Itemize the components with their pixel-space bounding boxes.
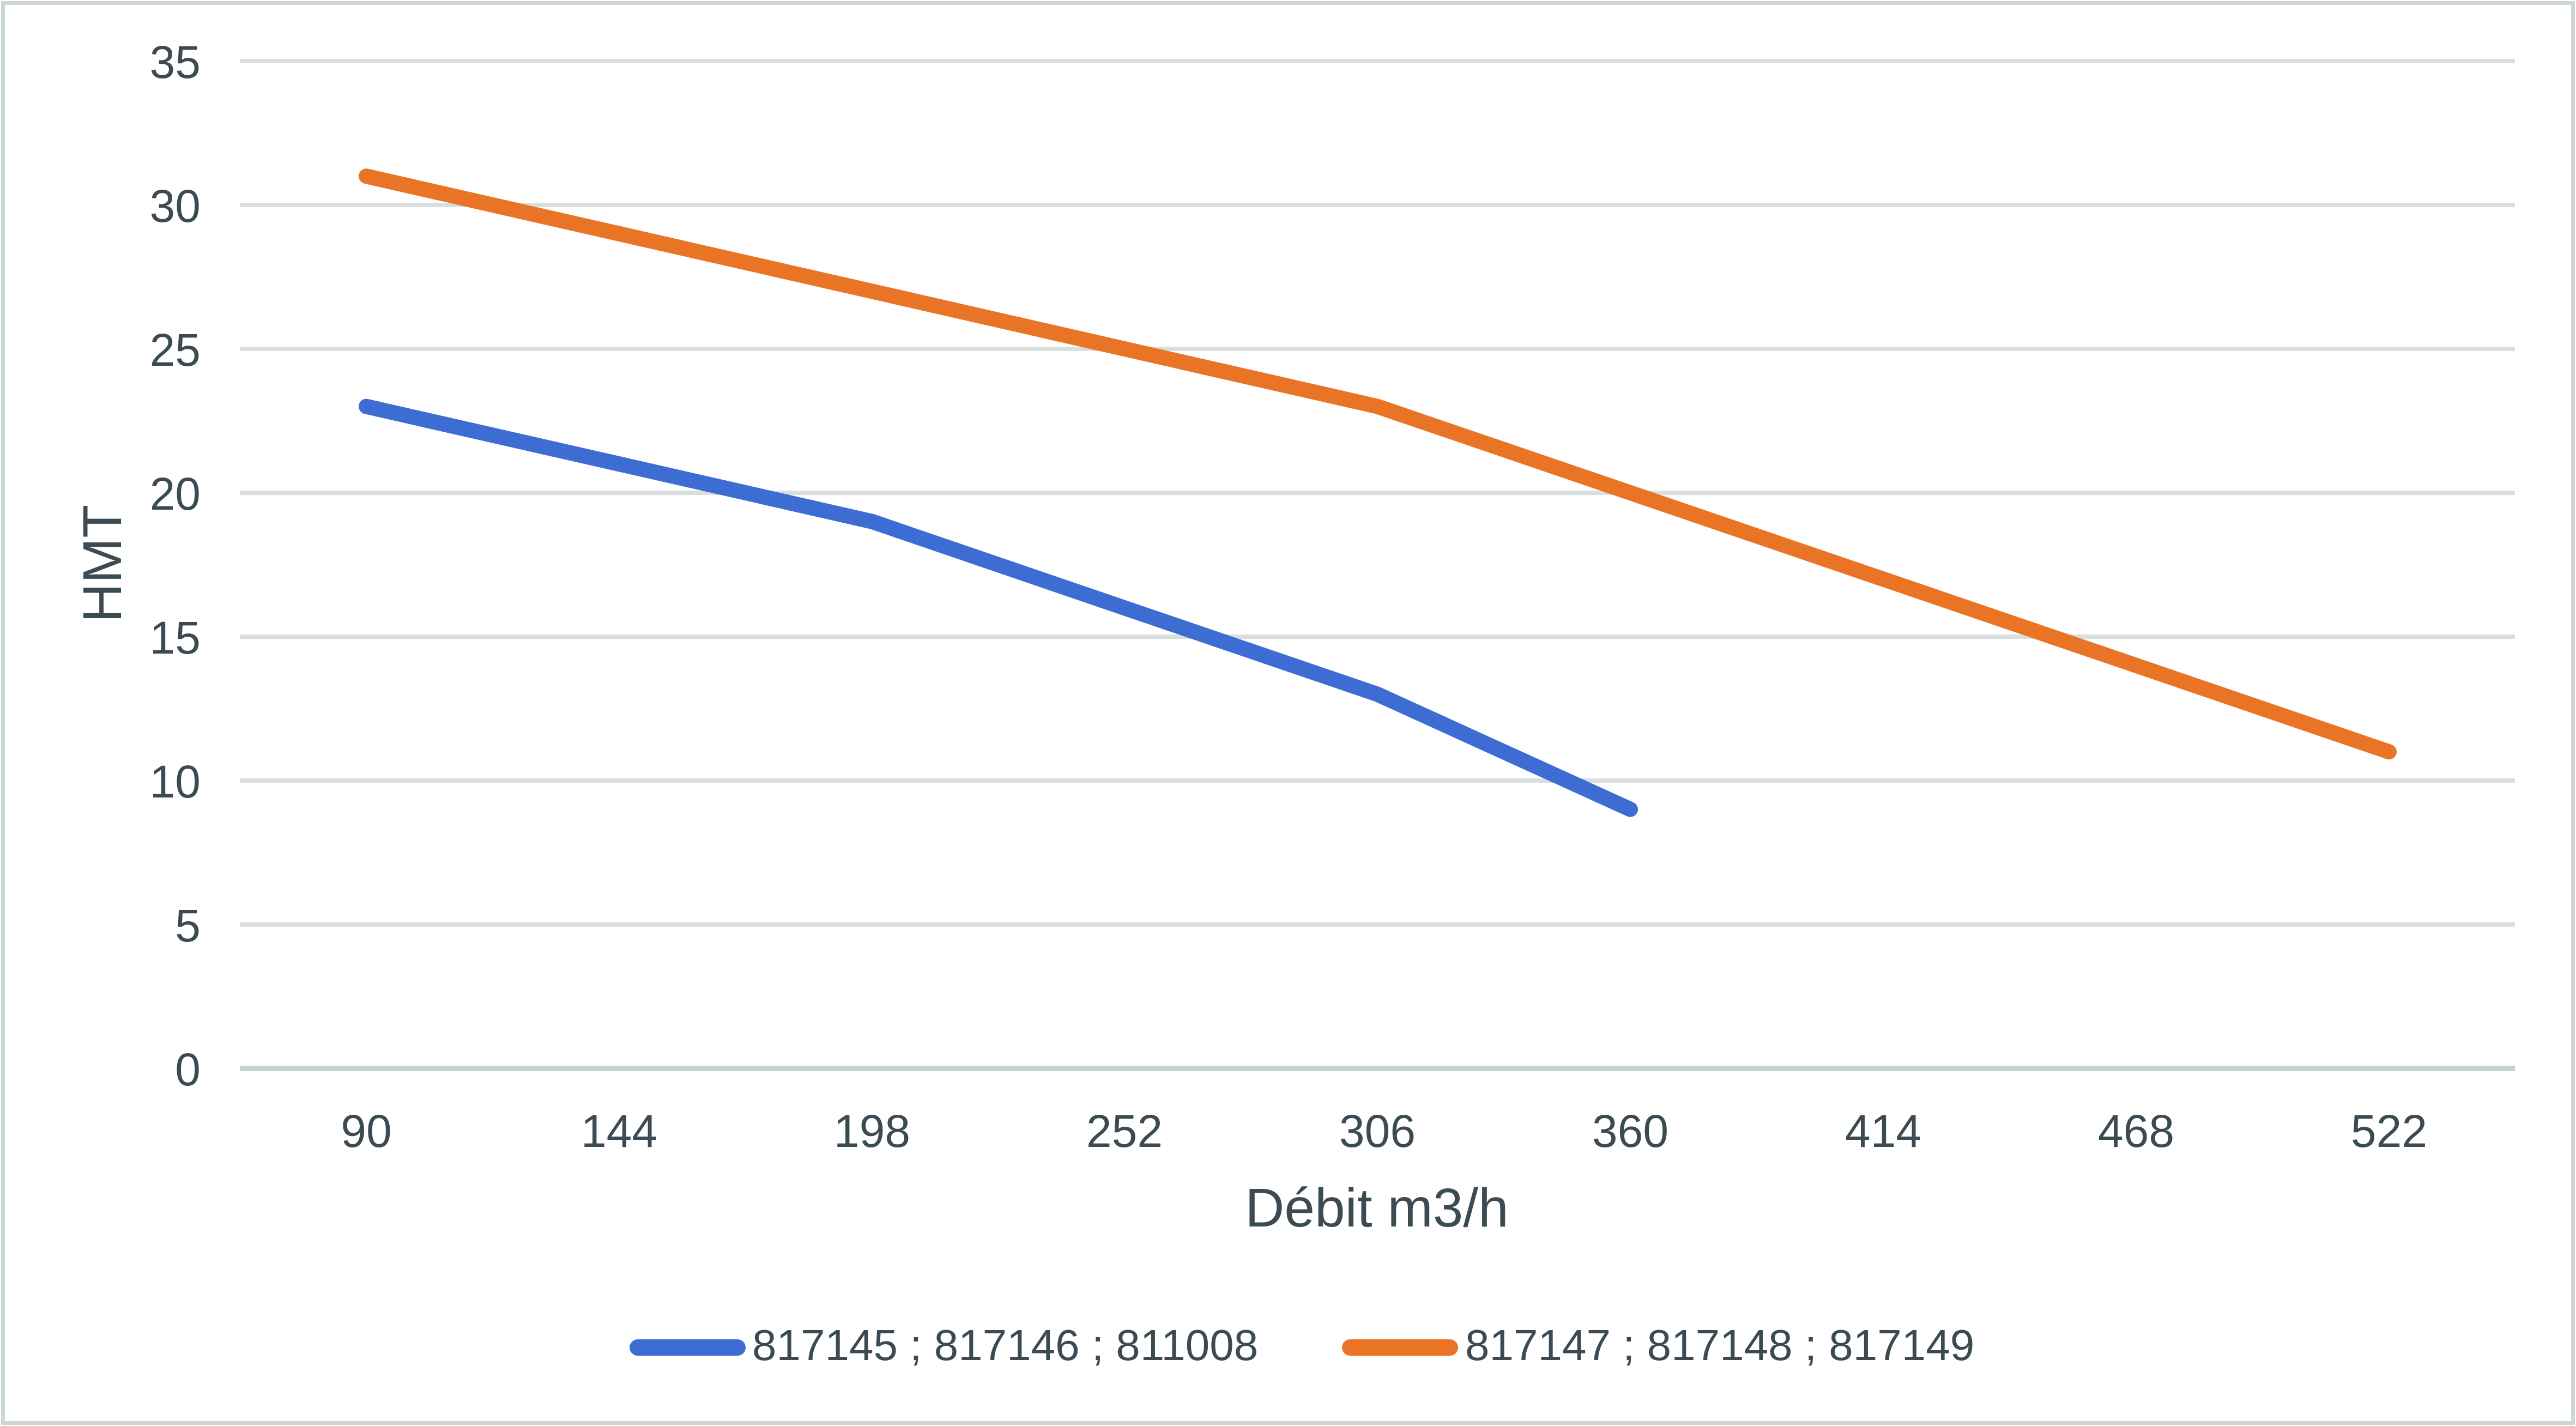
svg-text:468: 468: [2098, 1105, 2174, 1157]
svg-text:144: 144: [581, 1105, 657, 1157]
svg-text:817147 ; 817148 ; 817149: 817147 ; 817148 ; 817149: [1465, 1321, 1974, 1369]
svg-text:360: 360: [1592, 1105, 1668, 1157]
svg-text:522: 522: [2351, 1105, 2427, 1157]
svg-text:198: 198: [834, 1105, 910, 1157]
svg-text:Débit m3/h: Débit m3/h: [1245, 1177, 1509, 1238]
svg-text:30: 30: [150, 180, 201, 232]
svg-text:252: 252: [1086, 1105, 1163, 1157]
svg-text:25: 25: [150, 324, 201, 376]
svg-text:90: 90: [341, 1105, 391, 1157]
svg-text:5: 5: [175, 900, 201, 951]
svg-text:10: 10: [150, 756, 201, 807]
svg-text:15: 15: [150, 612, 201, 663]
svg-text:20: 20: [150, 468, 201, 519]
svg-text:306: 306: [1339, 1105, 1416, 1157]
svg-text:817145 ; 817146 ; 811008: 817145 ; 817146 ; 811008: [752, 1321, 1258, 1369]
svg-text:HMT: HMT: [72, 505, 133, 623]
svg-text:35: 35: [150, 37, 201, 88]
svg-text:414: 414: [1845, 1105, 1921, 1157]
svg-text:0: 0: [175, 1044, 201, 1095]
